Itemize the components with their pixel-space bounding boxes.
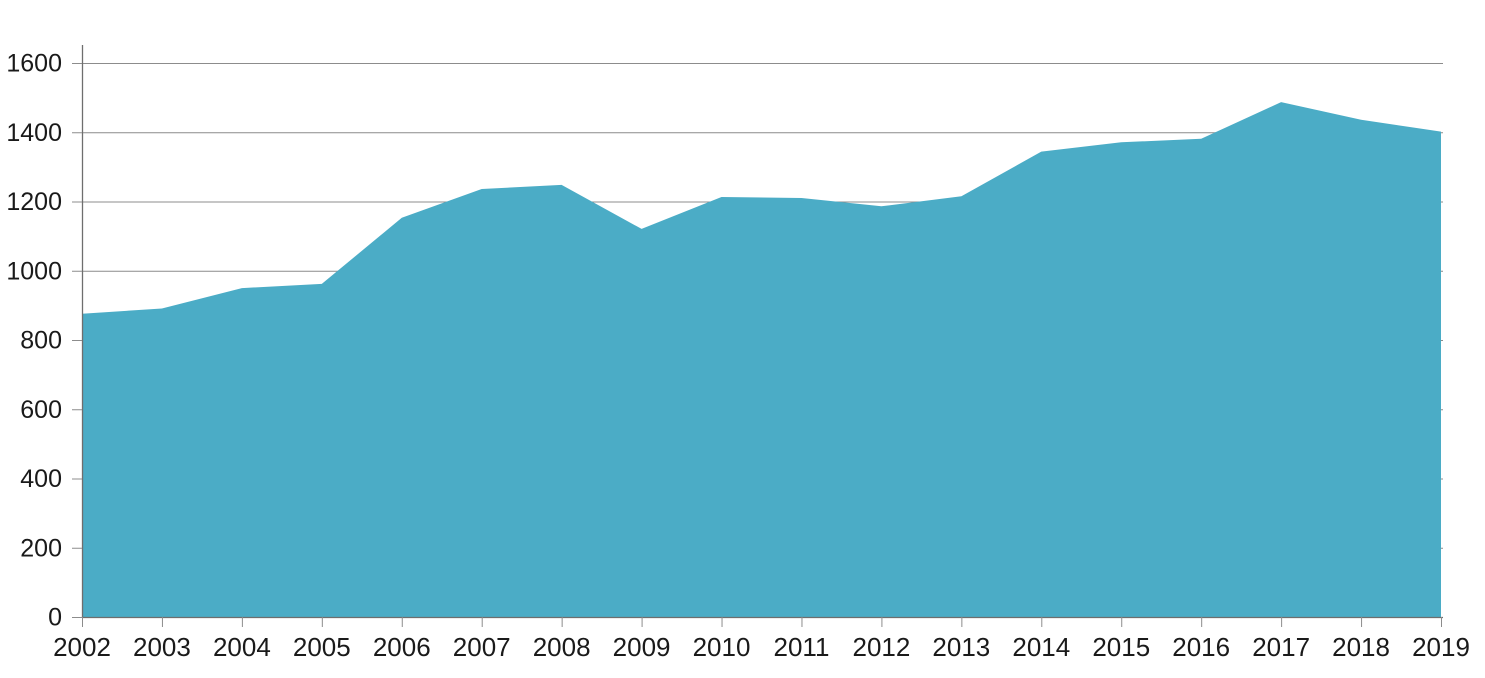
x-axis-tick-label: 2005: [293, 632, 351, 662]
y-axis-tick-label: 1200: [6, 188, 62, 216]
x-axis-tick-label: 2007: [453, 632, 511, 662]
x-axis-tick-label: 2015: [1092, 632, 1150, 662]
x-axis-tick-label: 2003: [133, 632, 191, 662]
y-axis-tick-label: 600: [20, 396, 62, 424]
x-axis-tick-label: 2009: [613, 632, 671, 662]
y-axis-tick-label: 1400: [6, 119, 62, 147]
y-axis-tick-label: 800: [20, 327, 62, 355]
x-axis: 2002 2003 2004 2005 2006 2007 2008 2009 2010 2011…: [53, 617, 1470, 662]
x-axis-tick-label: 2008: [533, 632, 591, 662]
y-axis-tick-label: 0: [48, 604, 62, 632]
x-axis-tick-label: 2011: [774, 632, 830, 662]
area-shape: [82, 102, 1441, 618]
x-axis-tick-label: 2004: [213, 632, 271, 662]
x-axis-tick-label: 2010: [693, 632, 751, 662]
x-axis-tick-label: 2019: [1412, 632, 1470, 662]
x-axis-tick-label: 2012: [852, 632, 910, 662]
x-axis-tick-label: 2013: [932, 632, 990, 662]
y-axis: 0 200 400 600 800 1000 1200 1400 1600: [6, 50, 82, 632]
x-axis-tick-label: 2014: [1012, 632, 1070, 662]
x-axis-tick-label: 2017: [1252, 632, 1310, 662]
y-axis-tick-label: 400: [20, 465, 62, 493]
y-axis-tick-label: 1600: [6, 50, 62, 78]
x-axis-tick-label: 2002: [53, 632, 111, 662]
x-axis-tick-label: 2018: [1332, 632, 1390, 662]
x-axis-tick-label: 2016: [1172, 632, 1230, 662]
x-axis-tick-label: 2006: [373, 632, 431, 662]
y-axis-tick-label: 200: [20, 534, 62, 562]
y-axis-tick-label: 1000: [6, 257, 62, 285]
